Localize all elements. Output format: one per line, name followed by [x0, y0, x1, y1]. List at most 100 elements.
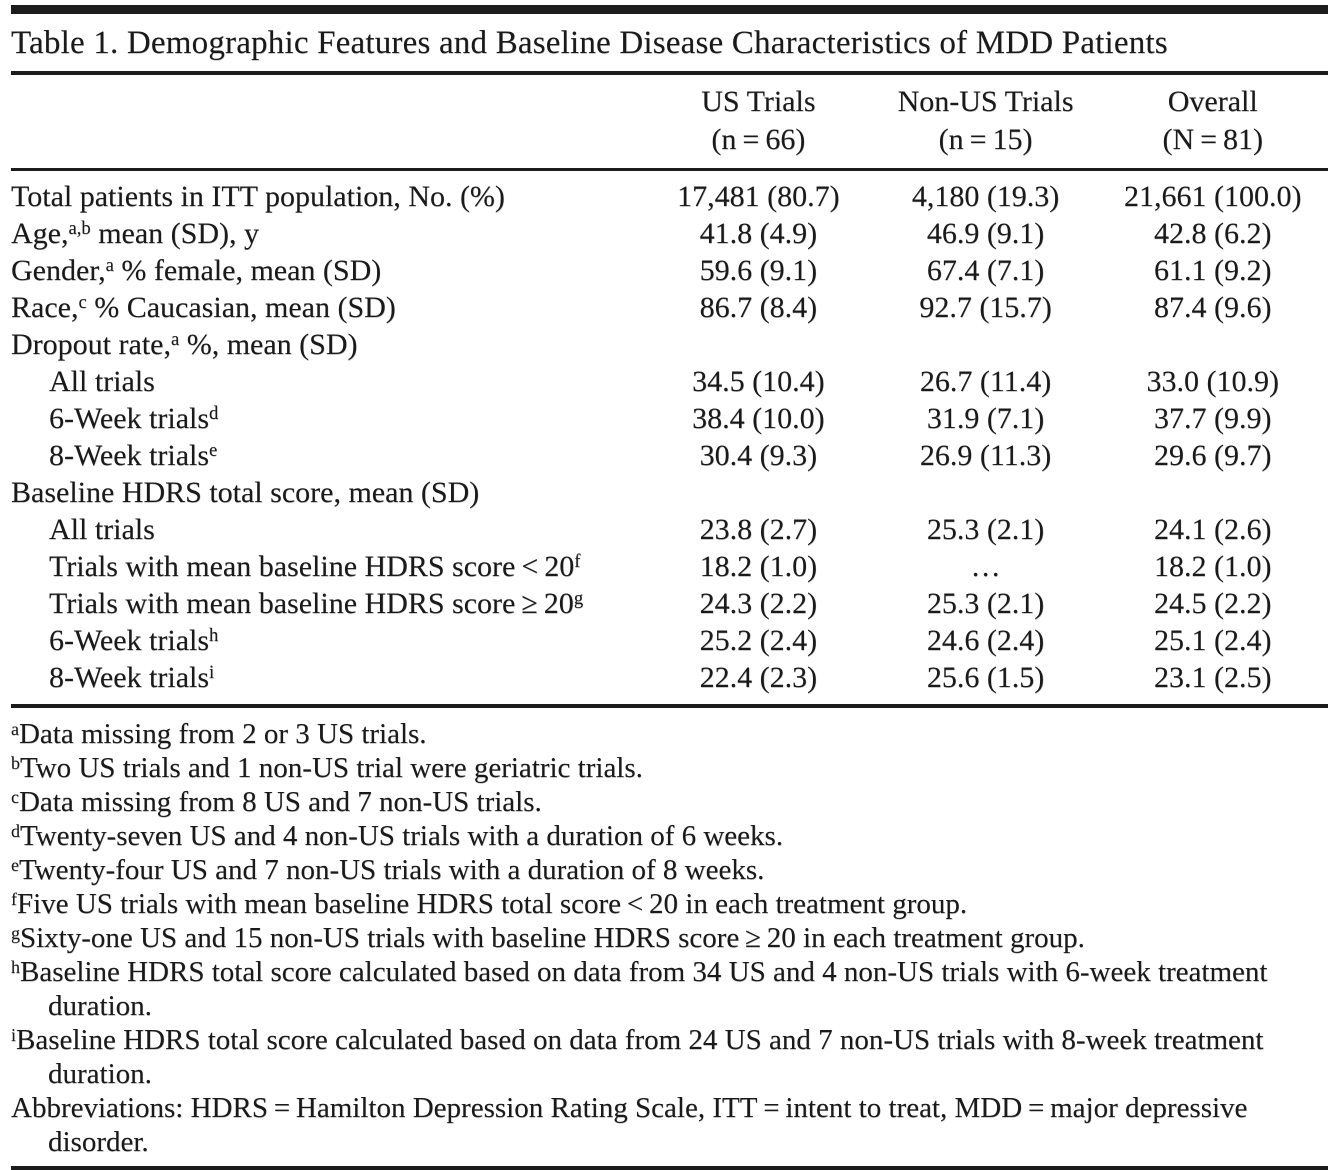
- row-label: 6-Week trialsh: [11, 622, 643, 659]
- footnotes-section: aData missing from 2 or 3 US trials. bTw…: [11, 708, 1328, 1166]
- cell-overall: 37.7 (9.9): [1154, 402, 1272, 436]
- footnote: bTwo US trials and 1 non-US trial were g…: [11, 751, 1328, 785]
- column-header-line2: (n = 66): [711, 123, 806, 157]
- cell-overall: 24.5 (2.2): [1154, 587, 1272, 621]
- top-rule: [11, 5, 1328, 14]
- bottom-rule: [11, 1166, 1328, 1170]
- cell-nonus-trials: 25.6 (1.5): [926, 661, 1045, 695]
- cell-nonus-trials: 31.9 (7.1): [926, 402, 1045, 436]
- cell-nonus-trials: 25.3 (2.1): [926, 513, 1045, 547]
- row-label: Baseline HDRS total score, mean (SD): [11, 474, 643, 511]
- row-label-text: All trials: [49, 365, 155, 399]
- footnote-text: Five US trials with mean baseline HDRS t…: [16, 888, 968, 921]
- cell-us-trials: 34.5 (10.4): [692, 365, 825, 399]
- row-label: Trials with mean baseline HDRS score ≥ 2…: [11, 585, 643, 622]
- row-label-text: Trials with mean baseline HDRS score < 2…: [49, 550, 575, 584]
- table-sheet: Table 1. Demographic Features and Baseli…: [0, 5, 1339, 1170]
- table-row: 6-Week trialsd 38.4 (10.0) 31.9 (7.1) 37…: [11, 400, 1328, 437]
- row-label-text: % female, mean (SD): [113, 254, 382, 288]
- cell-overall: 61.1 (9.2): [1154, 254, 1272, 288]
- footnote-marker: c: [11, 786, 19, 807]
- cell-nonus-trials: 26.9 (11.3): [919, 439, 1052, 473]
- row-label: Race,c % Caucasian, mean (SD): [11, 289, 643, 326]
- cell-us-trials: 30.4 (9.3): [699, 439, 818, 473]
- footnote: cData missing from 8 US and 7 non-US tri…: [11, 785, 1328, 819]
- table-row: 8-Week trialse 30.4 (9.3) 26.9 (11.3) 29…: [11, 437, 1328, 474]
- cell-overall: 42.8 (6.2): [1154, 217, 1272, 251]
- row-label: 8-Week trialse: [11, 437, 643, 474]
- footnote-marker: i: [209, 662, 215, 684]
- cell-us-trials: 86.7 (8.4): [699, 291, 818, 325]
- row-label-text: Dropout rate,: [11, 328, 171, 362]
- cell-us-trials: 18.2 (1.0): [699, 550, 818, 584]
- cell-nonus-trials: 46.9 (9.1): [926, 217, 1045, 251]
- table-row: 8-Week trialsi 22.4 (2.3) 25.6 (1.5) 23.…: [11, 659, 1328, 706]
- table-row: Trials with mean baseline HDRS score < 2…: [11, 548, 1328, 585]
- footnote-marker: d: [11, 820, 20, 841]
- footnote-text: Baseline HDRS total score calculated bas…: [19, 956, 1268, 1023]
- footnote-text: Twenty-seven US and 4 non-US trials with…: [19, 820, 784, 853]
- footnote-text: Baseline HDRS total score calculated bas…: [16, 1024, 1264, 1091]
- footnote-marker: f: [574, 551, 581, 573]
- column-header-overall: Overall (N = 81): [1097, 77, 1328, 172]
- row-label-text: Total patients in ITT population, No. (%…: [11, 180, 505, 214]
- footnote-marker: g: [573, 588, 584, 610]
- footnote: gSixty-one US and 15 non-US trials with …: [11, 921, 1328, 955]
- footnote-marker: i: [11, 1024, 16, 1045]
- footnote: fFive US trials with mean baseline HDRS …: [11, 887, 1328, 921]
- row-label: 8-Week trialsi: [11, 659, 643, 706]
- cell-us-trials: 25.2 (2.4): [699, 624, 818, 658]
- cell-nonus-trials: 26.7 (11.4): [919, 365, 1052, 399]
- cell-nonus-trials: [874, 474, 1098, 511]
- table-row: Total patients in ITT population, No. (%…: [11, 170, 1328, 216]
- footnote-text: Data missing from 2 or 3 US trials.: [18, 718, 427, 751]
- footnote-marker: h: [209, 625, 219, 647]
- cell-us-trials: 59.6 (9.1): [699, 254, 818, 288]
- row-label-text: Age,: [11, 217, 69, 251]
- table-row: All trials 34.5 (10.4) 26.7 (11.4) 33.0 …: [11, 363, 1328, 400]
- table-row: 6-Week trialsh 25.2 (2.4) 24.6 (2.4) 25.…: [11, 622, 1328, 659]
- table-row-group: Baseline HDRS total score, mean (SD): [11, 474, 1328, 511]
- column-header-row: US Trials (n = 66) Non-US Trials (n = 15) …: [11, 77, 1328, 172]
- row-label-text: % Caucasian, mean (SD): [86, 291, 396, 325]
- cell-nonus-trials: 4,180 (19.3): [911, 180, 1060, 214]
- row-label: All trials: [11, 511, 643, 548]
- footnote-marker: h: [11, 956, 20, 977]
- cell-us-trials: 41.8 (4.9): [699, 217, 818, 251]
- cell-overall: [1098, 326, 1329, 363]
- cell-us-trials: 24.3 (2.2): [699, 587, 818, 621]
- row-label-text: Trials with mean baseline HDRS score ≥ 2…: [49, 587, 574, 621]
- column-header-line1: Non-US Trials: [897, 85, 1074, 119]
- demographics-table: US Trials (n = 66) Non-US Trials (n = 15) …: [11, 77, 1329, 709]
- cell-overall: 24.1 (2.6): [1154, 513, 1272, 547]
- footnote: iBaseline HDRS total score calculated ba…: [11, 1023, 1328, 1091]
- footnote-text: Data missing from 8 US and 7 non-US tria…: [18, 786, 542, 819]
- column-header-line2: (N = 81): [1162, 123, 1264, 157]
- footnote-marker: g: [11, 922, 20, 943]
- cell-us-trials: 38.4 (10.0): [692, 402, 825, 436]
- table-row: Gender,a % female, mean (SD) 59.6 (9.1) …: [11, 252, 1328, 289]
- row-label-text: mean (SD), y: [90, 217, 259, 251]
- column-header-line1: Overall: [1167, 85, 1258, 119]
- cell-us-trials: 17,481 (80.7): [677, 180, 840, 214]
- row-label: 6-Week trialsd: [11, 400, 643, 437]
- footnote: aData missing from 2 or 3 US trials.: [11, 717, 1328, 751]
- column-header-nonus-trials: Non-US Trials (n = 15): [873, 77, 1098, 172]
- row-label: All trials: [11, 363, 643, 400]
- footnote: eTwenty-four US and 7 non-US trials with…: [11, 853, 1328, 887]
- table-row: Age,a,b mean (SD), y 41.8 (4.9) 46.9 (9.…: [11, 215, 1328, 252]
- cell-overall: [1098, 474, 1329, 511]
- cell-nonus-trials: [874, 326, 1098, 363]
- footnote-text: Two US trials and 1 non-US trial were ge…: [19, 752, 643, 785]
- column-header-line1: US Trials: [701, 85, 816, 119]
- cell-overall: 18.2 (1.0): [1154, 550, 1272, 584]
- row-label: Age,a,b mean (SD), y: [11, 215, 643, 252]
- row-label: Trials with mean baseline HDRS score < 2…: [11, 548, 643, 585]
- footnote: hBaseline HDRS total score calculated ba…: [11, 955, 1328, 1023]
- cell-nonus-trials: 92.7 (15.7): [919, 291, 1052, 325]
- footnote-marker: e: [11, 854, 19, 875]
- row-label-text: 6-Week trials: [49, 624, 210, 658]
- row-label-text: Race,: [11, 291, 79, 325]
- footnote-text: Abbreviations: HDRS = Hamilton Depressio…: [11, 1092, 1248, 1159]
- table-row: Trials with mean baseline HDRS score ≥ 2…: [11, 585, 1328, 622]
